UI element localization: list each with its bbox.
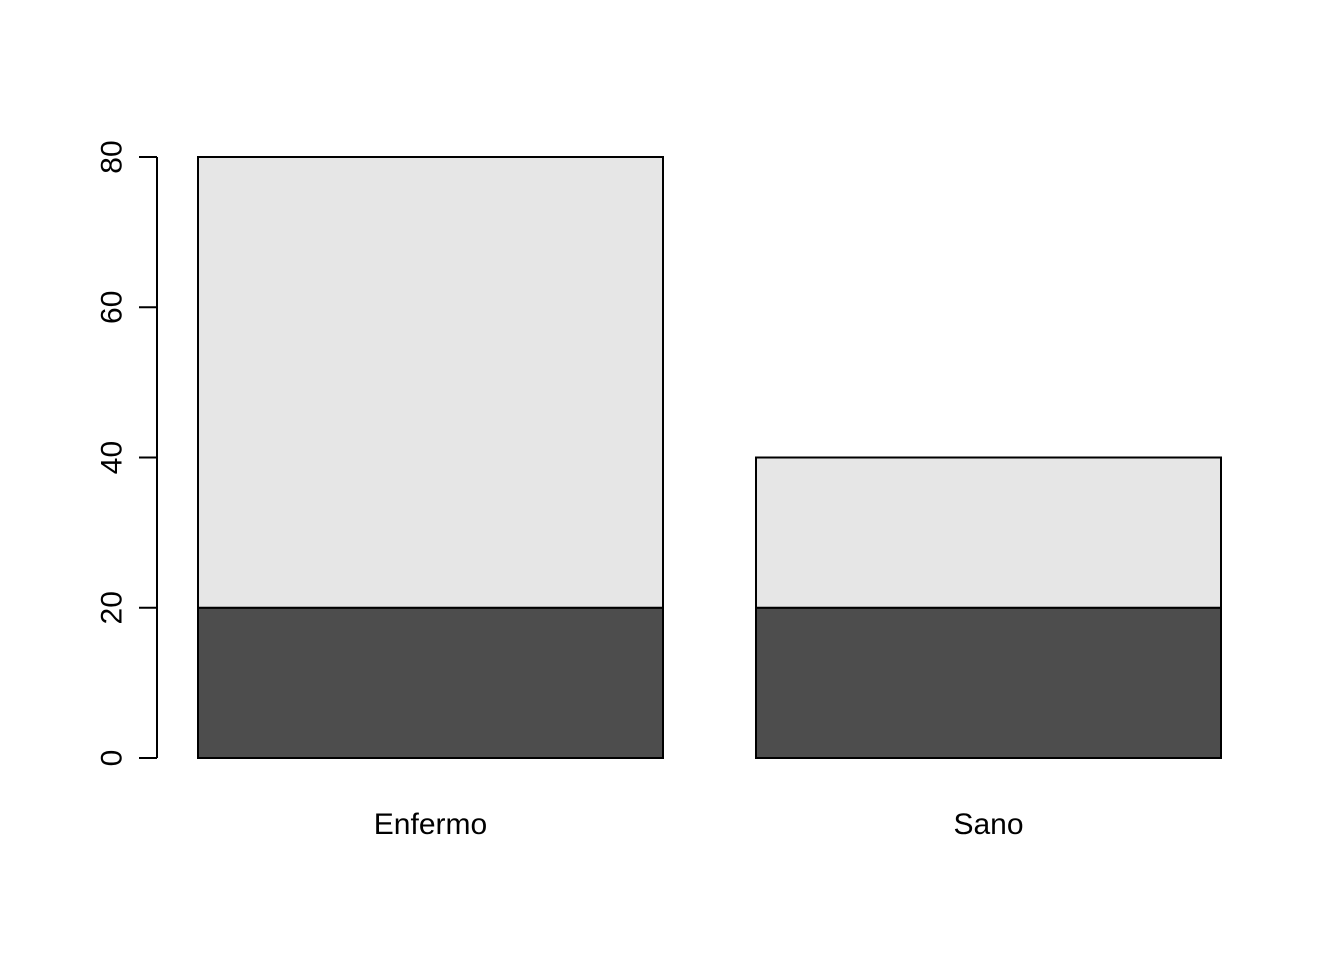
bar-enfermo-segment-2	[197, 156, 664, 609]
bars-group	[197, 156, 1222, 759]
x-label-sano: Sano	[953, 808, 1023, 841]
y-ticks: 0 20 40 60 80	[96, 140, 157, 767]
y-tick-label: 20	[96, 591, 129, 624]
y-tick-label: 0	[96, 750, 129, 767]
bar-enfermo-segment-1	[197, 606, 664, 759]
plot-area: 0 20 40 60 80 Enfermo Sano	[96, 140, 1222, 841]
y-axis: 0 20 40 60 80	[96, 140, 158, 766]
bar-sano-segment-2	[755, 456, 1222, 609]
y-tick-label: 60	[96, 291, 129, 324]
x-label-enfermo: Enfermo	[374, 808, 487, 841]
y-tick-label: 80	[96, 140, 129, 173]
x-category-labels: Enfermo Sano	[374, 808, 1024, 841]
y-tick-label: 40	[96, 441, 129, 474]
bar-sano-segment-1	[755, 606, 1222, 759]
